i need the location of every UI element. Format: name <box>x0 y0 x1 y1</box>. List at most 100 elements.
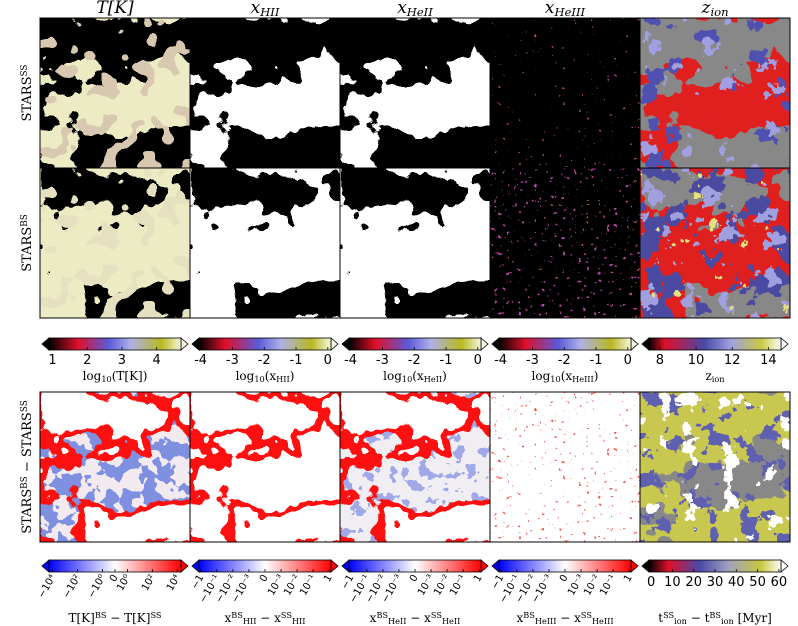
text-part: (x <box>265 369 277 383</box>
colorbar: −1−10⁻¹−10⁻²−10⁻³ 010⁻³10⁻²10⁻¹ 1xBSHeIII … <box>490 559 639 626</box>
colorbar-tick-label: 0 <box>558 573 571 584</box>
colorbar-tick-label: -3 <box>226 353 239 368</box>
column-title: xHII <box>251 0 280 19</box>
map-texture <box>190 18 340 168</box>
text-part: HII <box>259 5 280 19</box>
column-title: xHeIII <box>545 0 586 19</box>
colorbar-label: xBSHeII − xSSHeII <box>370 610 461 626</box>
map-texture <box>340 18 490 168</box>
colorbar-tick-label: −10⁴ <box>36 573 58 600</box>
map-texture <box>190 392 340 542</box>
text-part: HeII <box>388 616 406 626</box>
colorbar-extend-high <box>480 337 489 351</box>
colorbar-tick-label: 20 <box>685 575 702 590</box>
colorbar-tick-label: 0 <box>647 575 655 590</box>
text-part: BS <box>376 610 388 620</box>
column-title: T[K] <box>96 0 134 18</box>
map-panel <box>639 17 791 169</box>
text-part: T[K] <box>69 611 95 625</box>
text-part: BS <box>523 610 535 620</box>
colorbar-tick-label: 10⁻¹ <box>448 573 469 598</box>
colorbar-gradient <box>498 337 632 351</box>
text-part: ) <box>594 369 599 383</box>
colorbar-tick-label: −10² <box>61 573 83 600</box>
map-texture <box>640 18 790 168</box>
colorbar-extend-high <box>630 337 639 351</box>
colorbar-extend-high <box>180 337 189 351</box>
colorbar-label: zion <box>705 369 725 384</box>
column-title: xHeII <box>397 0 433 19</box>
colorbar-label: log10(xHII) <box>236 369 295 384</box>
text-part: − x <box>256 611 281 625</box>
colorbar-label: log10(xHeII) <box>383 369 447 384</box>
map-texture <box>340 168 490 318</box>
text-part: − T[K] <box>106 611 150 625</box>
row-label: STARSBS − STARSSS <box>20 400 35 534</box>
text-part: z <box>700 0 711 18</box>
text-part: log <box>532 369 551 383</box>
colorbar-tick-label: 0 <box>624 353 632 368</box>
text-part: 10 <box>254 374 264 384</box>
colorbar-tick-label: 0 <box>108 573 121 584</box>
colorbar-extend-high <box>480 559 489 573</box>
map-texture <box>40 392 190 542</box>
map-panel <box>189 391 341 543</box>
colorbar-tick-label: 14 <box>760 353 777 368</box>
colorbar-label: log10(xHeIII) <box>532 369 599 384</box>
text-part: STARS <box>20 77 35 122</box>
map-panel <box>189 167 341 319</box>
text-part: HII <box>276 374 290 384</box>
colorbar-extend-low <box>341 337 350 351</box>
colorbar-tick-label: 4 <box>153 353 161 368</box>
text-part: 10 <box>550 374 560 384</box>
text-part: HeII <box>406 5 433 19</box>
colorbar-tick-label: -2 <box>408 353 421 368</box>
colorbar: 8 10 12 14 zion <box>641 337 789 384</box>
text-part: x <box>397 0 407 18</box>
colorbar-tick-label: 40 <box>728 575 745 590</box>
text-part: 10 <box>101 374 111 384</box>
colorbar-extend-low <box>641 337 650 351</box>
text-part: HeII <box>424 374 442 384</box>
colorbar-tick-label: 10⁴ <box>165 573 183 593</box>
text-part: [K] <box>108 0 134 18</box>
colorbar-tick-label: 0 <box>474 353 482 368</box>
text-part: BS <box>20 214 30 227</box>
map-panel <box>189 17 341 169</box>
text-part: HeIII <box>572 374 594 384</box>
text-part: HeIII <box>592 616 614 626</box>
text-part: 10 <box>402 374 412 384</box>
colorbar-extend-high <box>630 559 639 573</box>
colorbar-tick-label: 2 <box>83 353 91 368</box>
text-part: BS <box>95 610 107 620</box>
text-part: − t <box>687 611 710 625</box>
colorbar-tick-label: 10² <box>140 573 158 593</box>
text-part: − x <box>556 611 581 625</box>
colorbar-extend-low <box>41 559 50 573</box>
colorbar-tick-label: 10 <box>664 575 681 590</box>
map-texture <box>490 168 640 318</box>
map-texture <box>40 18 190 168</box>
colorbar-tick-label: -1 <box>440 353 453 368</box>
colorbar-tick-label: -4 <box>344 353 357 368</box>
colorbar-tick-label: -2 <box>558 353 571 368</box>
text-part: (x <box>412 369 424 383</box>
text-part: HeIII <box>554 5 586 19</box>
text-part: ) <box>290 369 295 383</box>
map-panel <box>39 391 191 543</box>
colorbar-extend-low <box>491 559 500 573</box>
colorbar-tick-label: −10⁰ <box>86 573 108 600</box>
colorbar-extend-low <box>191 337 200 351</box>
colorbar-tick-label: 60 <box>771 575 788 590</box>
text-part: ion <box>712 374 726 384</box>
text-part: log <box>83 369 102 383</box>
colorbar-tick-label: 3 <box>118 353 126 368</box>
colorbar-extend-low <box>641 559 650 573</box>
colorbar-gradient <box>48 337 182 351</box>
text-part: BS <box>20 476 30 489</box>
panel-border <box>639 391 791 543</box>
colorbar: 1 2 3 4 log10(T[K]) <box>41 337 189 384</box>
